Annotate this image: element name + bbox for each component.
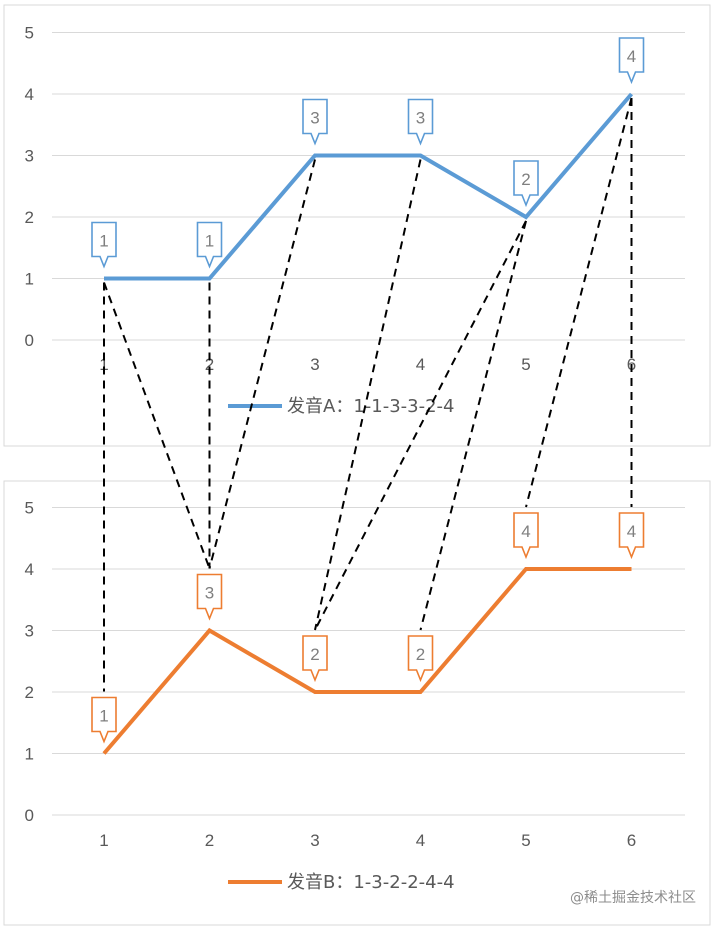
b-data-label-callout <box>513 512 539 560</box>
a-data-label-callout <box>302 98 328 146</box>
b-data-label-callout <box>302 635 328 683</box>
watermark: @稀土掘金技术社区 <box>570 890 696 906</box>
a-data-label-callout <box>618 37 645 85</box>
a-data-label-callout <box>91 221 117 269</box>
b-x-tick-label: 1 <box>99 831 108 850</box>
b-y-tick-label: 0 <box>25 806 34 825</box>
a-x-tick-label: 2 <box>205 355 214 374</box>
b-data-label: 3 <box>205 584 214 603</box>
a-x-tick-label: 1 <box>99 355 108 374</box>
alignment-line-4 <box>314 159 422 631</box>
b-x-tick-label: 4 <box>416 831 425 850</box>
b-x-tick-label: 2 <box>205 831 214 850</box>
chart-a-frame <box>3 4 711 447</box>
a-data-label: 3 <box>310 109 319 128</box>
b-legend-label: 发音B：1-3-2-2-4-4 <box>287 872 455 893</box>
a-y-tick-label: 2 <box>25 208 34 227</box>
alignment-line-1 <box>103 282 211 569</box>
a-data-label: 2 <box>521 170 530 189</box>
a-y-tick-label: 5 <box>25 24 34 43</box>
b-data-label-callout <box>407 635 434 683</box>
a-legend-label: 发音A：1-1-3-3-2-4 <box>287 396 455 417</box>
a-data-label-callout <box>196 221 223 269</box>
a-y-tick-label: 1 <box>25 270 34 289</box>
a-data-label-callout <box>407 98 434 146</box>
b-series-line <box>102 567 632 755</box>
alignment-line-7 <box>525 97 633 508</box>
a-x-tick-label: 3 <box>310 355 319 374</box>
chart-b: 0 1 2 3 4 5 1 2 3 4 5 6 1 3 2 2 4 4 发音B：1-3-2-2-4-4 <box>25 499 685 893</box>
b-data-label: 2 <box>310 645 319 664</box>
b-y-tick-label: 3 <box>25 622 34 641</box>
b-data-label-callout <box>618 512 645 560</box>
a-x-tick-label: 4 <box>416 355 425 374</box>
a-y-tick-label: 0 <box>25 331 34 350</box>
a-y-tick-label: 4 <box>25 85 34 104</box>
alignment-line-5 <box>314 220 527 631</box>
a-data-label: 3 <box>416 109 425 128</box>
a-y-tick-label: 3 <box>25 147 34 166</box>
b-data-label-callout <box>91 696 117 744</box>
alignment-lines <box>103 97 633 692</box>
b-y-tick-label: 1 <box>25 745 34 764</box>
a-data-label: 1 <box>205 232 214 251</box>
a-data-label: 4 <box>627 47 636 66</box>
a-data-label-callout <box>513 160 539 208</box>
a-x-tick-label: 5 <box>521 355 530 374</box>
b-y-tick-label: 5 <box>25 499 34 518</box>
a-data-label: 1 <box>99 232 108 251</box>
alignment-line-3 <box>208 159 316 569</box>
a-series-line <box>104 92 634 281</box>
b-y-tick-label: 2 <box>25 683 34 702</box>
b-data-label: 1 <box>99 707 108 726</box>
b-y-tick-label: 4 <box>25 560 34 579</box>
b-x-tick-label: 5 <box>521 831 530 850</box>
chart-b-frame <box>3 480 711 926</box>
b-x-tick-label: 3 <box>310 831 319 850</box>
b-x-tick-label: 6 <box>627 831 636 850</box>
b-data-label: 4 <box>627 522 636 541</box>
alignment-line-6 <box>419 220 527 631</box>
b-data-label: 2 <box>416 645 425 664</box>
b-data-label-callout <box>196 573 223 621</box>
b-data-label: 4 <box>521 522 530 541</box>
